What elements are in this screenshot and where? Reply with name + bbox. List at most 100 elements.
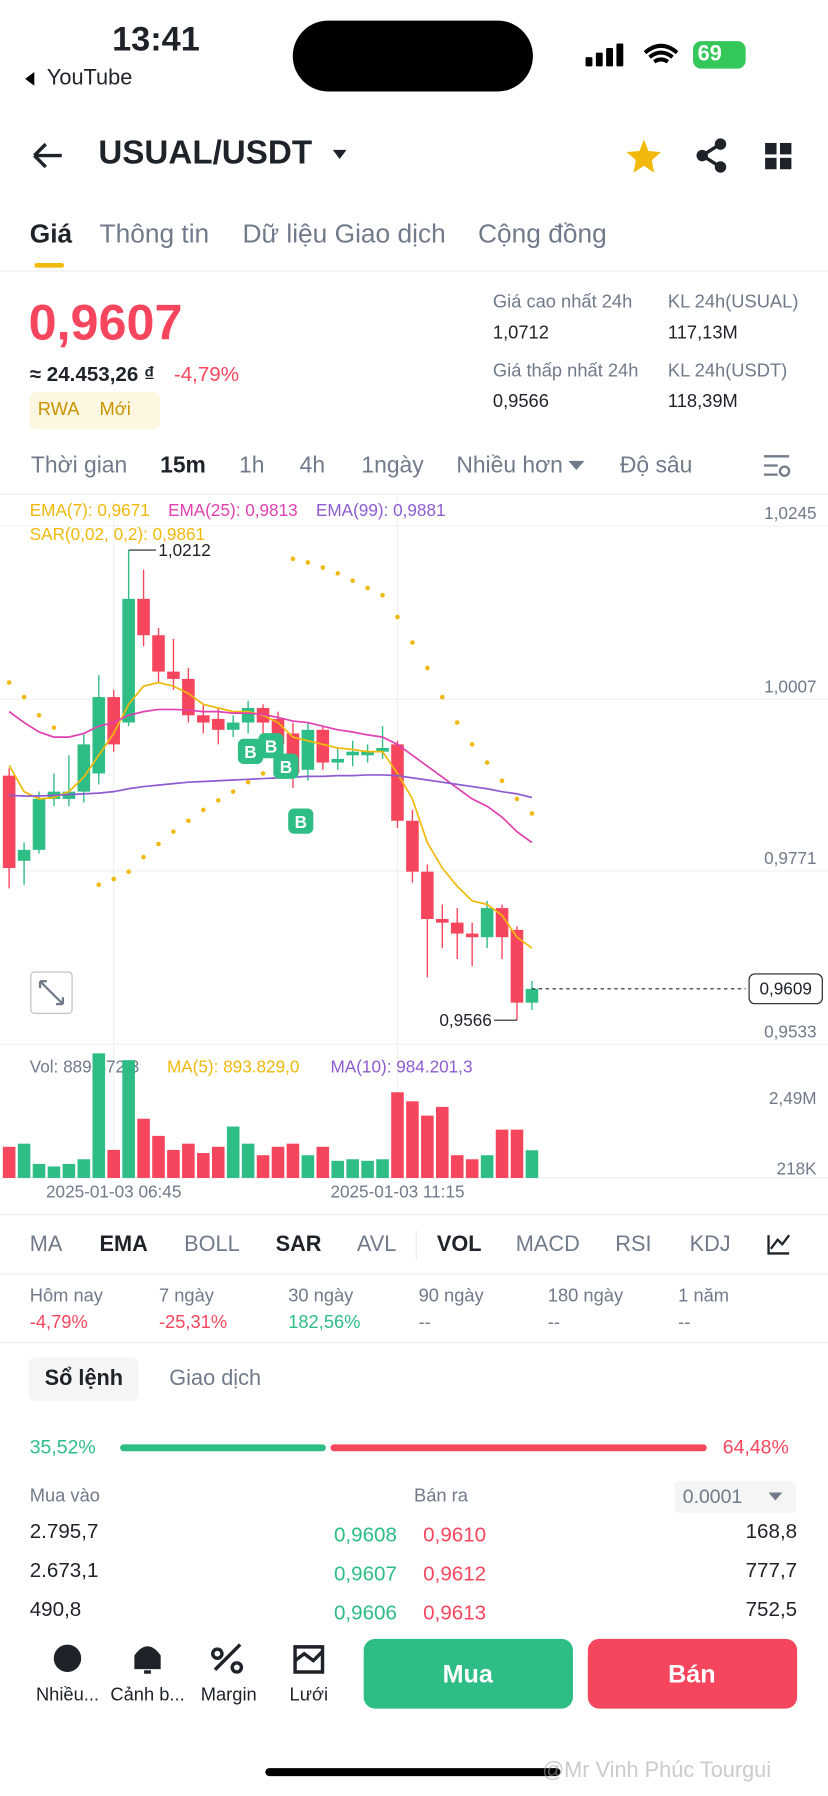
candle-body	[346, 751, 359, 756]
back-button[interactable]	[33, 142, 62, 169]
ask-amount: 777,7	[745, 1558, 798, 1582]
volume-bar	[480, 1155, 494, 1178]
volume-bar	[436, 1106, 449, 1178]
orderbook-tab[interactable]: Giao dịch	[169, 1366, 262, 1391]
indicator-tab[interactable]: SAR	[275, 1232, 322, 1257]
legend-entry: EMA(25): 0,9813	[168, 500, 298, 520]
orderbook-tab[interactable]: Sổ lệnh	[44, 1366, 124, 1391]
indicator-tab[interactable]: AVL	[356, 1232, 397, 1257]
candle-body	[331, 758, 345, 763]
candle-body	[211, 718, 225, 730]
ema-line	[9, 774, 533, 799]
tab[interactable]: Cộng đồng	[478, 218, 607, 249]
chart-settings-icon[interactable]	[763, 455, 791, 477]
volume-bar	[421, 1115, 434, 1178]
volume-bar	[316, 1146, 330, 1178]
indicator-tab[interactable]: EMA	[99, 1232, 148, 1257]
legend-entry: EMA(7): 0,9671	[30, 500, 150, 520]
watermark: @Mr Vinh Phúc Tourgui	[542, 1758, 772, 1783]
indicator-tab[interactable]: KDJ	[689, 1232, 731, 1257]
indicator-tab[interactable]: VOL	[436, 1232, 482, 1257]
sar-dot	[6, 680, 12, 685]
indicator-tab[interactable]: MACD	[515, 1232, 580, 1257]
period-change: -25,31%	[158, 1312, 228, 1333]
tab[interactable]: Giá	[29, 218, 73, 249]
sar-dot	[499, 778, 505, 784]
precision[interactable]: 0.0001	[682, 1485, 743, 1508]
volume-bar	[406, 1101, 419, 1178]
volume-bar	[346, 1159, 359, 1178]
candle-body	[406, 820, 419, 872]
candle-body	[361, 751, 374, 756]
period-label: 30 ngày	[288, 1286, 354, 1307]
stat-label: Giá thấp nhất 24h	[492, 361, 639, 381]
nav-item[interactable]: Lưới	[289, 1685, 329, 1706]
grid-bot-icon[interactable]	[293, 1645, 325, 1674]
high-label: 1,0212	[158, 540, 210, 560]
fullscreen-icon	[38, 980, 65, 1006]
interval[interactable]: Thời gian	[30, 452, 128, 479]
sar-dot	[156, 841, 161, 847]
indicator-tab[interactable]: MA	[29, 1232, 63, 1257]
nav-item[interactable]: Margin	[200, 1685, 257, 1706]
sar-dot	[111, 876, 116, 882]
volume-bar	[77, 1159, 91, 1178]
interval[interactable]: 4h	[299, 452, 326, 479]
indicator-tab[interactable]: BOLL	[184, 1232, 240, 1257]
battery-level: 69	[697, 42, 722, 67]
volume-bar	[286, 1143, 300, 1178]
precision-select-bg[interactable]	[674, 1481, 796, 1514]
interval[interactable]: 1ngày	[361, 452, 424, 479]
volume-bar	[137, 1118, 150, 1178]
sell-button[interactable]	[587, 1638, 798, 1709]
interval[interactable]: Nhiều hơn	[456, 452, 563, 479]
interval[interactable]: 15m	[160, 452, 206, 479]
period-label: 1 năm	[678, 1286, 730, 1307]
nav-item[interactable]: Nhiều...	[35, 1685, 100, 1706]
alert-icon[interactable]	[134, 1646, 161, 1674]
margin-icon[interactable]	[211, 1643, 244, 1674]
sar-dot	[141, 854, 146, 860]
more-icon[interactable]	[53, 1644, 82, 1673]
sar-dot	[440, 694, 445, 700]
ask-price: 0,9613	[423, 1601, 487, 1624]
sar-dot	[186, 818, 191, 824]
x-tick-label: 2025-01-03 11:15	[330, 1181, 464, 1201]
pair-title[interactable]: USUAL/USDT	[98, 134, 313, 172]
interval[interactable]: Độ sâu	[619, 452, 693, 479]
grid-menu-icon[interactable]	[765, 142, 792, 170]
buy-label[interactable]: Mua	[442, 1659, 493, 1689]
candle-body	[122, 598, 135, 723]
tag: RWA	[37, 400, 80, 420]
more-dropdown[interactable]	[568, 460, 585, 471]
pair-dropdown[interactable]	[332, 149, 347, 159]
low-label: 0,9566	[439, 1010, 491, 1030]
indicator-settings-icon[interactable]	[767, 1234, 791, 1255]
volume-bar	[361, 1160, 374, 1178]
tag[interactable]: Mới	[99, 400, 131, 420]
volume-bar	[92, 1053, 106, 1178]
candle-body	[510, 929, 524, 1003]
signal-icon	[585, 43, 624, 67]
bid-amount: 2.795,7	[29, 1519, 99, 1543]
sar-dot	[36, 712, 42, 718]
tab[interactable]: Thông tin	[99, 218, 210, 249]
buy-button[interactable]	[363, 1638, 573, 1709]
sell-label[interactable]: Bán	[668, 1659, 716, 1689]
interval[interactable]: 1h	[239, 452, 265, 479]
volume-legend: Vol: 889.472,3	[30, 1057, 140, 1077]
bid-amount: 490,8	[29, 1597, 82, 1621]
sell-ratio-bar	[330, 1444, 707, 1452]
volume-legend: MA(10): 984.201,3	[331, 1057, 473, 1077]
favorite-star[interactable]	[626, 139, 662, 173]
trade-marker	[237, 738, 264, 764]
tab[interactable]: Dữ liệu Giao dịch	[242, 218, 446, 249]
volume-bar	[32, 1163, 46, 1178]
candle-body	[17, 849, 31, 861]
share-icon[interactable]	[696, 138, 727, 173]
indicator-tab[interactable]: RSI	[615, 1232, 652, 1257]
sar-dot	[245, 779, 251, 785]
nav-item[interactable]: Cảnh b...	[110, 1685, 185, 1706]
